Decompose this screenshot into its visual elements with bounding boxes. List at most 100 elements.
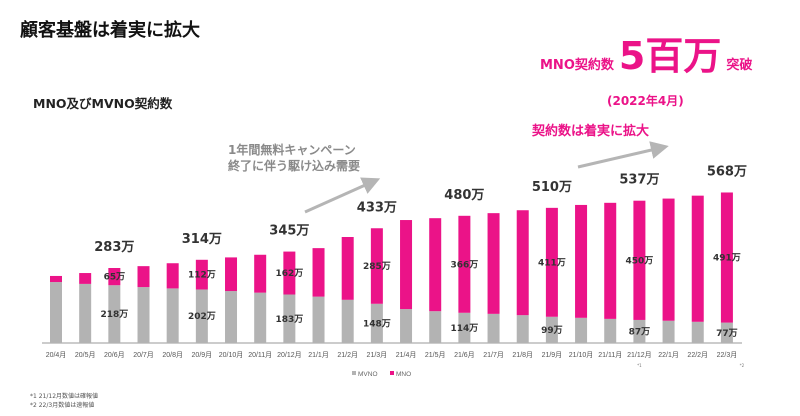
x-tick-label: 22/1月 — [658, 351, 679, 359]
legend-swatch-mvno — [352, 371, 356, 375]
bar-mvno — [545, 316, 558, 343]
legend-label-mno: MNO — [396, 371, 411, 378]
mno-data-label: 65万 — [104, 272, 126, 283]
x-tick-label: 21/4月 — [396, 351, 417, 359]
bar-mvno — [458, 312, 471, 343]
legend-swatch-mno — [390, 371, 394, 375]
arrow-icon — [304, 177, 381, 214]
bar-mvno — [195, 289, 208, 343]
x-tick-label: 20/9月 — [192, 351, 213, 359]
footnote-marker: *2 — [740, 363, 745, 368]
bar-mno — [370, 228, 383, 304]
mvno-data-label: 202万 — [188, 311, 216, 322]
x-tick-label: 21/7月 — [483, 351, 504, 359]
mno-data-label: 450万 — [626, 255, 654, 266]
x-tick-label: 20/7月 — [133, 351, 154, 359]
callout-big: 5百万 — [618, 34, 722, 78]
bar-mvno — [575, 317, 588, 343]
callout-prefix: MNO契約数 — [540, 58, 614, 73]
x-tick-label: 22/2月 — [687, 351, 708, 359]
bar-mno — [662, 198, 675, 321]
x-tick-label: 21/2月 — [337, 351, 358, 359]
bar-mno — [487, 213, 500, 314]
total-data-label: 283万 — [94, 240, 134, 255]
mno-callout: MNO契約数 5百万 突破 — [540, 34, 752, 78]
x-tick-label: 21/12月 — [627, 351, 652, 359]
bar-mno — [575, 204, 588, 318]
x-tick-label: 20/10月 — [219, 351, 244, 359]
total-data-label: 480万 — [444, 188, 484, 203]
chart-subtitle: MNO及びMVNO契約数 — [33, 96, 173, 111]
bar-mvno — [720, 322, 733, 343]
total-data-label: 345万 — [269, 224, 309, 239]
mno-data-label: 366万 — [450, 259, 478, 270]
x-tick-label: 20/6月 — [104, 351, 125, 359]
mvno-data-label: 218万 — [100, 309, 128, 320]
footnote-1: *1 21/12月数値は確報値 — [30, 393, 99, 400]
total-data-label: 568万 — [707, 164, 747, 179]
bar-mno — [283, 251, 296, 295]
bar-mno — [108, 268, 121, 286]
total-data-label: 314万 — [182, 232, 222, 247]
mno-data-label: 112万 — [188, 270, 216, 281]
bar-mvno — [79, 283, 92, 343]
mvno-data-label: 99万 — [541, 325, 563, 336]
bar-mvno — [312, 296, 325, 343]
bar-mno — [137, 266, 150, 288]
footnote-2: *2 22/3月数値は速報値 — [30, 402, 95, 409]
mno-data-label: 162万 — [275, 268, 303, 279]
bar-mvno — [108, 285, 121, 343]
bar-mno — [545, 207, 558, 317]
bar-mno — [604, 202, 617, 319]
bar-mvno — [487, 313, 500, 343]
mvno-data-label: 77万 — [716, 328, 738, 339]
bar-mno — [50, 275, 62, 283]
mno-data-label: 411万 — [538, 257, 566, 268]
x-tick-label: 20/11月 — [248, 351, 272, 359]
bar-mvno — [633, 319, 646, 343]
campaign-annotation: 1年間無料キャンペーン 終了に伴う駆け込み需要 — [228, 142, 360, 174]
footnotes: *1 21/12月数値は確報値 *2 22/3月数値は速報値 — [30, 392, 98, 410]
x-tick-label: 22/3月 — [717, 351, 738, 359]
x-tick-label: 21/11月 — [598, 351, 622, 359]
bar-mno — [166, 263, 179, 289]
bar-mvno — [283, 294, 296, 343]
mno-data-label: 491万 — [713, 253, 741, 264]
bar-mvno — [429, 311, 442, 343]
bar-mvno — [341, 299, 354, 343]
bar-mvno — [166, 288, 179, 343]
mvno-data-label: 183万 — [275, 314, 303, 325]
bar-mvno — [137, 287, 150, 343]
bar-mno — [691, 195, 704, 322]
bar-mvno — [604, 318, 617, 343]
bar-mno — [633, 200, 646, 320]
annotation-line2: 終了に伴う駆け込み需要 — [228, 159, 361, 173]
total-data-label: 537万 — [619, 173, 659, 188]
bar-mvno — [370, 303, 383, 343]
bar-mno — [79, 273, 92, 284]
bar-mvno — [400, 309, 413, 343]
x-tick-label: 21/3月 — [367, 351, 388, 359]
footnote-marker: *1 — [637, 363, 642, 368]
bar-mno — [225, 257, 238, 292]
mvno-data-label: 114万 — [450, 323, 478, 334]
bar-mno — [720, 192, 733, 323]
bar-mno — [312, 248, 325, 297]
callout-suffix: 突破 — [726, 58, 753, 73]
mvno-data-label: 87万 — [629, 326, 651, 337]
bar-mno — [254, 254, 267, 293]
legend-label-mvno: MVNO — [358, 371, 378, 378]
arrow-icon — [577, 141, 669, 169]
bar-mvno — [225, 291, 238, 343]
x-tick-label: 21/10月 — [569, 351, 594, 359]
bar-mno — [341, 237, 354, 300]
x-tick-label: 21/8月 — [512, 351, 533, 359]
x-tick-label: 20/8月 — [162, 351, 183, 359]
x-tick-label: 20/12月 — [277, 351, 302, 359]
bar-mno — [400, 220, 413, 310]
mvno-data-label: 148万 — [363, 318, 391, 329]
bar-mvno — [662, 320, 675, 343]
bar-mno — [516, 210, 529, 316]
callout-date: (2022年4月) — [607, 94, 684, 108]
x-tick-label: 20/4月 — [46, 351, 67, 359]
